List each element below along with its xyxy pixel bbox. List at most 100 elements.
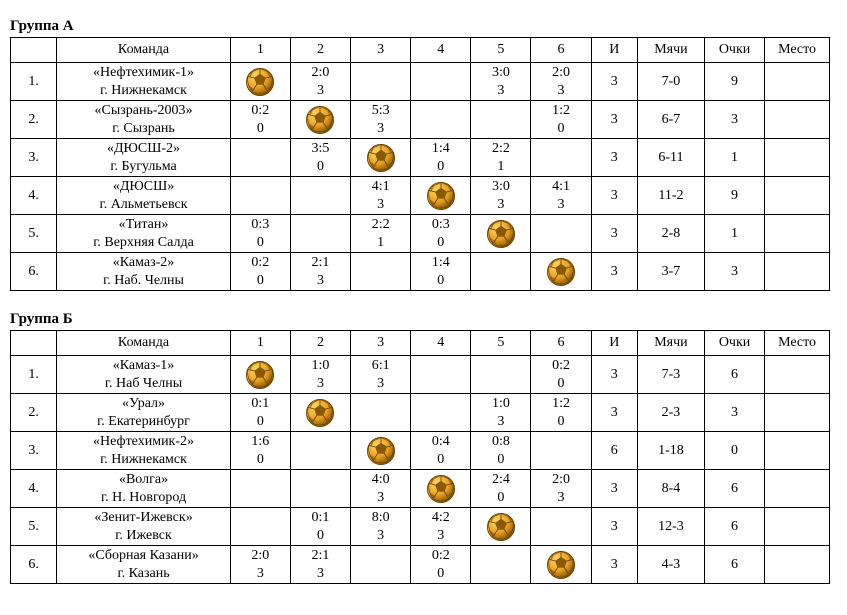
points: 0 [704,432,764,470]
match-points: 0 [233,120,288,138]
team-cell: «ДЮСШ-2» г. Бугульма [57,139,231,177]
table-row: 2. «Урал» г. Екатеринбург 0:1 0 [11,394,830,432]
score-cell: 2:0 3 [531,63,591,101]
empty-cell [290,432,350,470]
empty-cell [471,356,531,394]
points: 1 [704,139,764,177]
match-score: 2:0 [233,547,288,565]
diagonal-cell [471,508,531,546]
row-number: 2. [11,394,57,432]
soccer-ball-icon [545,549,577,581]
match-score: 4:0 [353,471,408,489]
team-city: г. Альметьевск [59,196,228,214]
header-goals: Мячи [637,38,704,63]
games-played: 3 [591,101,637,139]
score-cell: 1:2 0 [531,394,591,432]
header-games: И [591,38,637,63]
soccer-ball-icon [485,218,517,250]
header-goals: Мячи [637,331,704,356]
group-block: Группа Б Команда 1 2 3 4 5 6 [10,311,837,584]
match-points: 3 [413,527,468,545]
match-points: 3 [353,527,408,545]
match-score: 0:1 [233,395,288,413]
empty-cell [351,63,411,101]
diagonal-cell [351,432,411,470]
match-points: 0 [533,413,588,431]
row-number: 5. [11,215,57,253]
games-played: 3 [591,139,637,177]
match-score: 0:2 [233,102,288,120]
match-points: 3 [473,82,528,100]
empty-cell [351,253,411,291]
team-name: «Камаз-2» [59,254,228,272]
soccer-ball-icon [365,142,397,174]
match-points: 3 [353,196,408,214]
score-cell: 4:1 3 [351,177,411,215]
diagonal-cell [471,215,531,253]
header-col: 3 [351,331,411,356]
score-cell: 4:2 3 [411,508,471,546]
place [765,63,830,101]
match-points: 3 [353,375,408,393]
score-cell: 4:0 3 [351,470,411,508]
match-points: 0 [413,158,468,176]
diagonal-cell [531,253,591,291]
table-row: 4. «ДЮСШ» г. Альметьевск 4:1 3 3 [11,177,830,215]
empty-cell [471,253,531,291]
team-cell: «Зенит-Ижевск» г. Ижевск [57,508,231,546]
score-cell: 2:2 1 [351,215,411,253]
header-row: Команда 1 2 3 4 5 6 И Мячи Очки Место [11,331,830,356]
row-number: 4. [11,177,57,215]
games-played: 3 [591,470,637,508]
goals: 7-3 [637,356,704,394]
row-number: 4. [11,470,57,508]
match-points: 0 [233,272,288,290]
games-played: 3 [591,356,637,394]
points: 6 [704,470,764,508]
soccer-ball-icon [545,256,577,288]
match-score: 5:3 [353,102,408,120]
soccer-ball-icon [425,180,457,212]
games-played: 3 [591,215,637,253]
header-team: Команда [57,38,231,63]
table-row: 6. «Камаз-2» г. Наб. Челны 0:2 0 2:1 3 1… [11,253,830,291]
diagonal-cell [230,356,290,394]
match-score: 2:4 [473,471,528,489]
match-score: 3:0 [473,64,528,82]
match-score: 2:2 [473,140,528,158]
row-number: 3. [11,432,57,470]
standings-table: Команда 1 2 3 4 5 6 И Мячи Очки Место 1.… [10,330,830,584]
score-cell: 0:2 0 [230,253,290,291]
goals: 12-3 [637,508,704,546]
points: 3 [704,101,764,139]
team-city: г. Ижевск [59,527,228,545]
row-number: 5. [11,508,57,546]
match-points: 0 [233,451,288,469]
score-cell: 0:3 0 [230,215,290,253]
match-score: 3:0 [473,178,528,196]
empty-cell [290,177,350,215]
match-score: 1:0 [293,357,348,375]
points: 9 [704,177,764,215]
match-score: 1:0 [473,395,528,413]
match-score: 4:2 [413,509,468,527]
score-cell: 2:0 3 [290,63,350,101]
soccer-ball-icon [304,397,336,429]
match-points: 1 [473,158,528,176]
table-row: 1. «Нефтехимик-1» г. Нижнекамск 2:0 3 [11,63,830,101]
diagonal-cell [351,139,411,177]
header-col: 4 [411,38,471,63]
empty-cell [531,508,591,546]
group-title: Группа Б [10,311,837,328]
team-cell: «Сборная Казани» г. Казань [57,546,231,584]
match-score: 2:0 [293,64,348,82]
goals: 2-3 [637,394,704,432]
team-city: г. Верхняя Салда [59,234,228,252]
match-score: 0:8 [473,433,528,451]
score-cell: 0:3 0 [411,215,471,253]
score-cell: 2:0 3 [531,470,591,508]
match-score: 0:4 [413,433,468,451]
table-row: 3. «ДЮСШ-2» г. Бугульма 3:5 0 1: [11,139,830,177]
team-name: «Урал» [59,395,228,413]
table-row: 6. «Сборная Казани» г. Казань 2:0 3 2:1 … [11,546,830,584]
